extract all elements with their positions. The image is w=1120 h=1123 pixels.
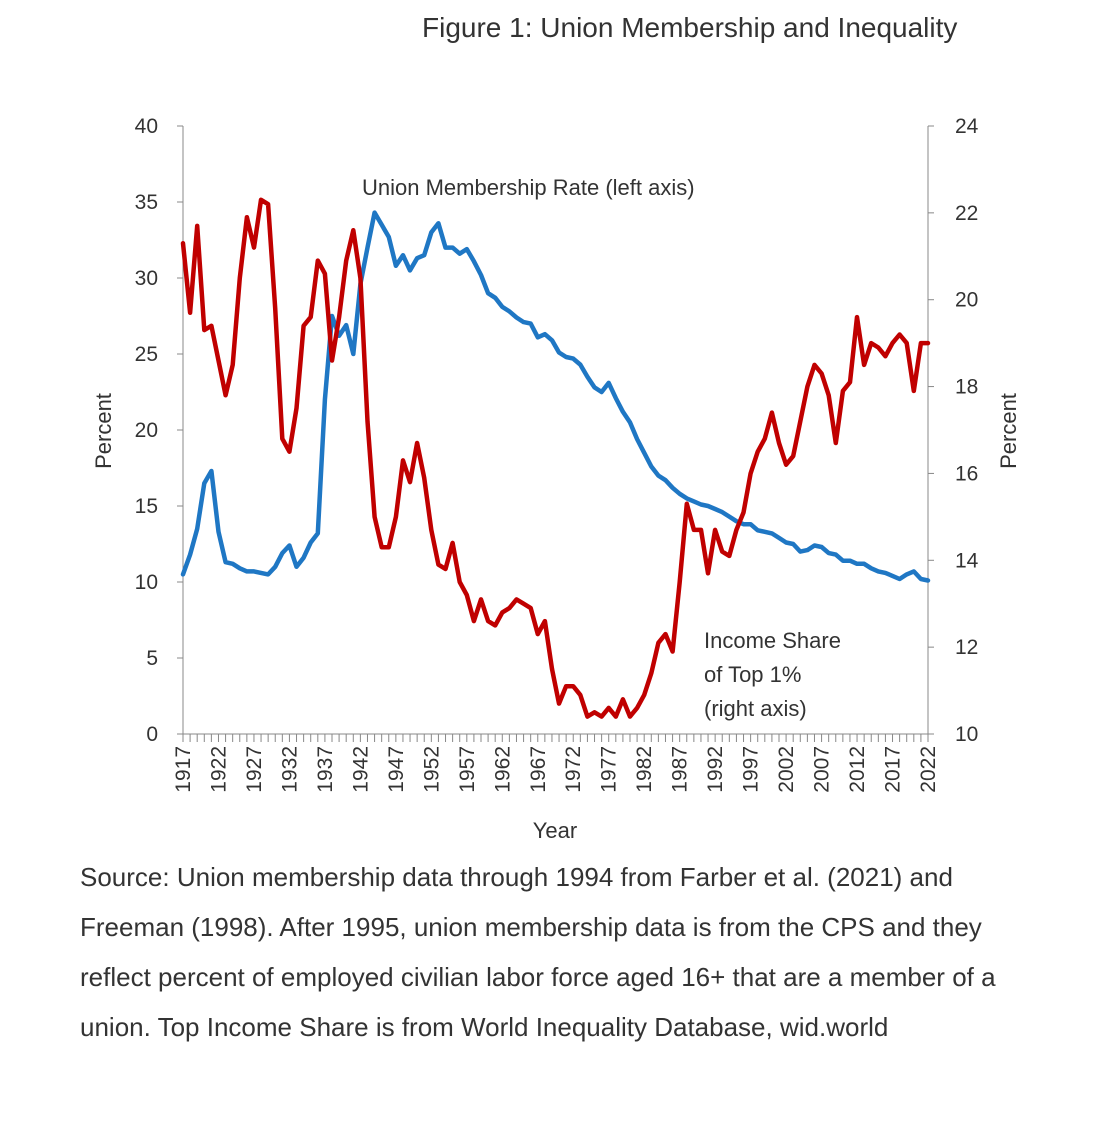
x-tick-label: 1937 — [314, 746, 337, 793]
x-tick-label: 2022 — [917, 746, 940, 793]
x-tick-label: 1982 — [633, 746, 656, 793]
x-tick-label: 1942 — [349, 746, 372, 793]
income-label-line-2: of Top 1% — [704, 662, 801, 687]
right-tick-label: 12 — [955, 636, 978, 659]
right-axis-ticks: 10 12 14 16 18 20 22 24 — [928, 115, 979, 746]
left-tick-label: 0 — [146, 723, 158, 746]
x-axis-label: Year — [533, 818, 577, 843]
x-tick-label: 2007 — [811, 746, 834, 793]
top1-income-share-line — [180, 197, 931, 719]
right-tick-label: 22 — [955, 202, 978, 225]
left-tick-label: 20 — [135, 419, 158, 442]
left-tick-label: 35 — [135, 191, 158, 214]
right-tick-label: 18 — [955, 376, 978, 399]
right-tick-label: 20 — [955, 289, 978, 312]
x-axis-ticks: 1917 1922 1927 1932 1937 1942 1947 1952 1957 1962… — [172, 734, 940, 793]
x-tick-label: 1917 — [172, 746, 195, 793]
x-tick-label: 1992 — [704, 746, 727, 793]
y-axis-label-right: Percent — [996, 393, 1021, 469]
x-tick-label: 2012 — [846, 746, 869, 793]
income-label-line-3: (right axis) — [704, 696, 807, 721]
union-series-label: Union Membership Rate (left axis) — [362, 175, 695, 200]
x-tick-label: 1977 — [598, 746, 621, 793]
left-tick-label: 30 — [135, 267, 158, 290]
right-tick-label: 24 — [955, 115, 979, 138]
series-group — [180, 197, 931, 719]
x-tick-label: 1957 — [456, 746, 479, 793]
x-tick-label: 1927 — [243, 746, 266, 793]
x-tick-label: 1922 — [207, 746, 230, 793]
x-tick-label: 2017 — [882, 746, 905, 793]
left-axis-ticks: 0 5 10 15 20 25 30 35 40 — [135, 115, 183, 746]
x-tick-label: 2002 — [775, 746, 798, 793]
x-tick-label: 1962 — [491, 746, 514, 793]
income-label-line-1: Income Share — [704, 628, 841, 653]
x-tick-label: 1997 — [740, 746, 763, 793]
left-tick-label: 5 — [146, 647, 158, 670]
x-tick-label: 1987 — [669, 746, 692, 793]
left-tick-label: 10 — [135, 571, 158, 594]
source-note: Source: Union membership data through 19… — [80, 862, 996, 1042]
x-tick-label: 1967 — [527, 746, 550, 793]
right-tick-label: 10 — [955, 723, 978, 746]
right-tick-label: 14 — [955, 549, 979, 572]
union-membership-line — [180, 210, 931, 583]
x-tick-label: 1932 — [278, 746, 301, 793]
right-tick-label: 16 — [955, 462, 978, 485]
x-tick-label: 1952 — [420, 746, 443, 793]
x-tick-label: 1947 — [385, 746, 408, 793]
y-axis-label-left: Percent — [91, 393, 116, 469]
left-tick-label: 15 — [135, 495, 158, 518]
x-tick-label: 1972 — [562, 746, 585, 793]
left-tick-label: 40 — [135, 115, 158, 138]
left-tick-label: 25 — [135, 343, 158, 366]
